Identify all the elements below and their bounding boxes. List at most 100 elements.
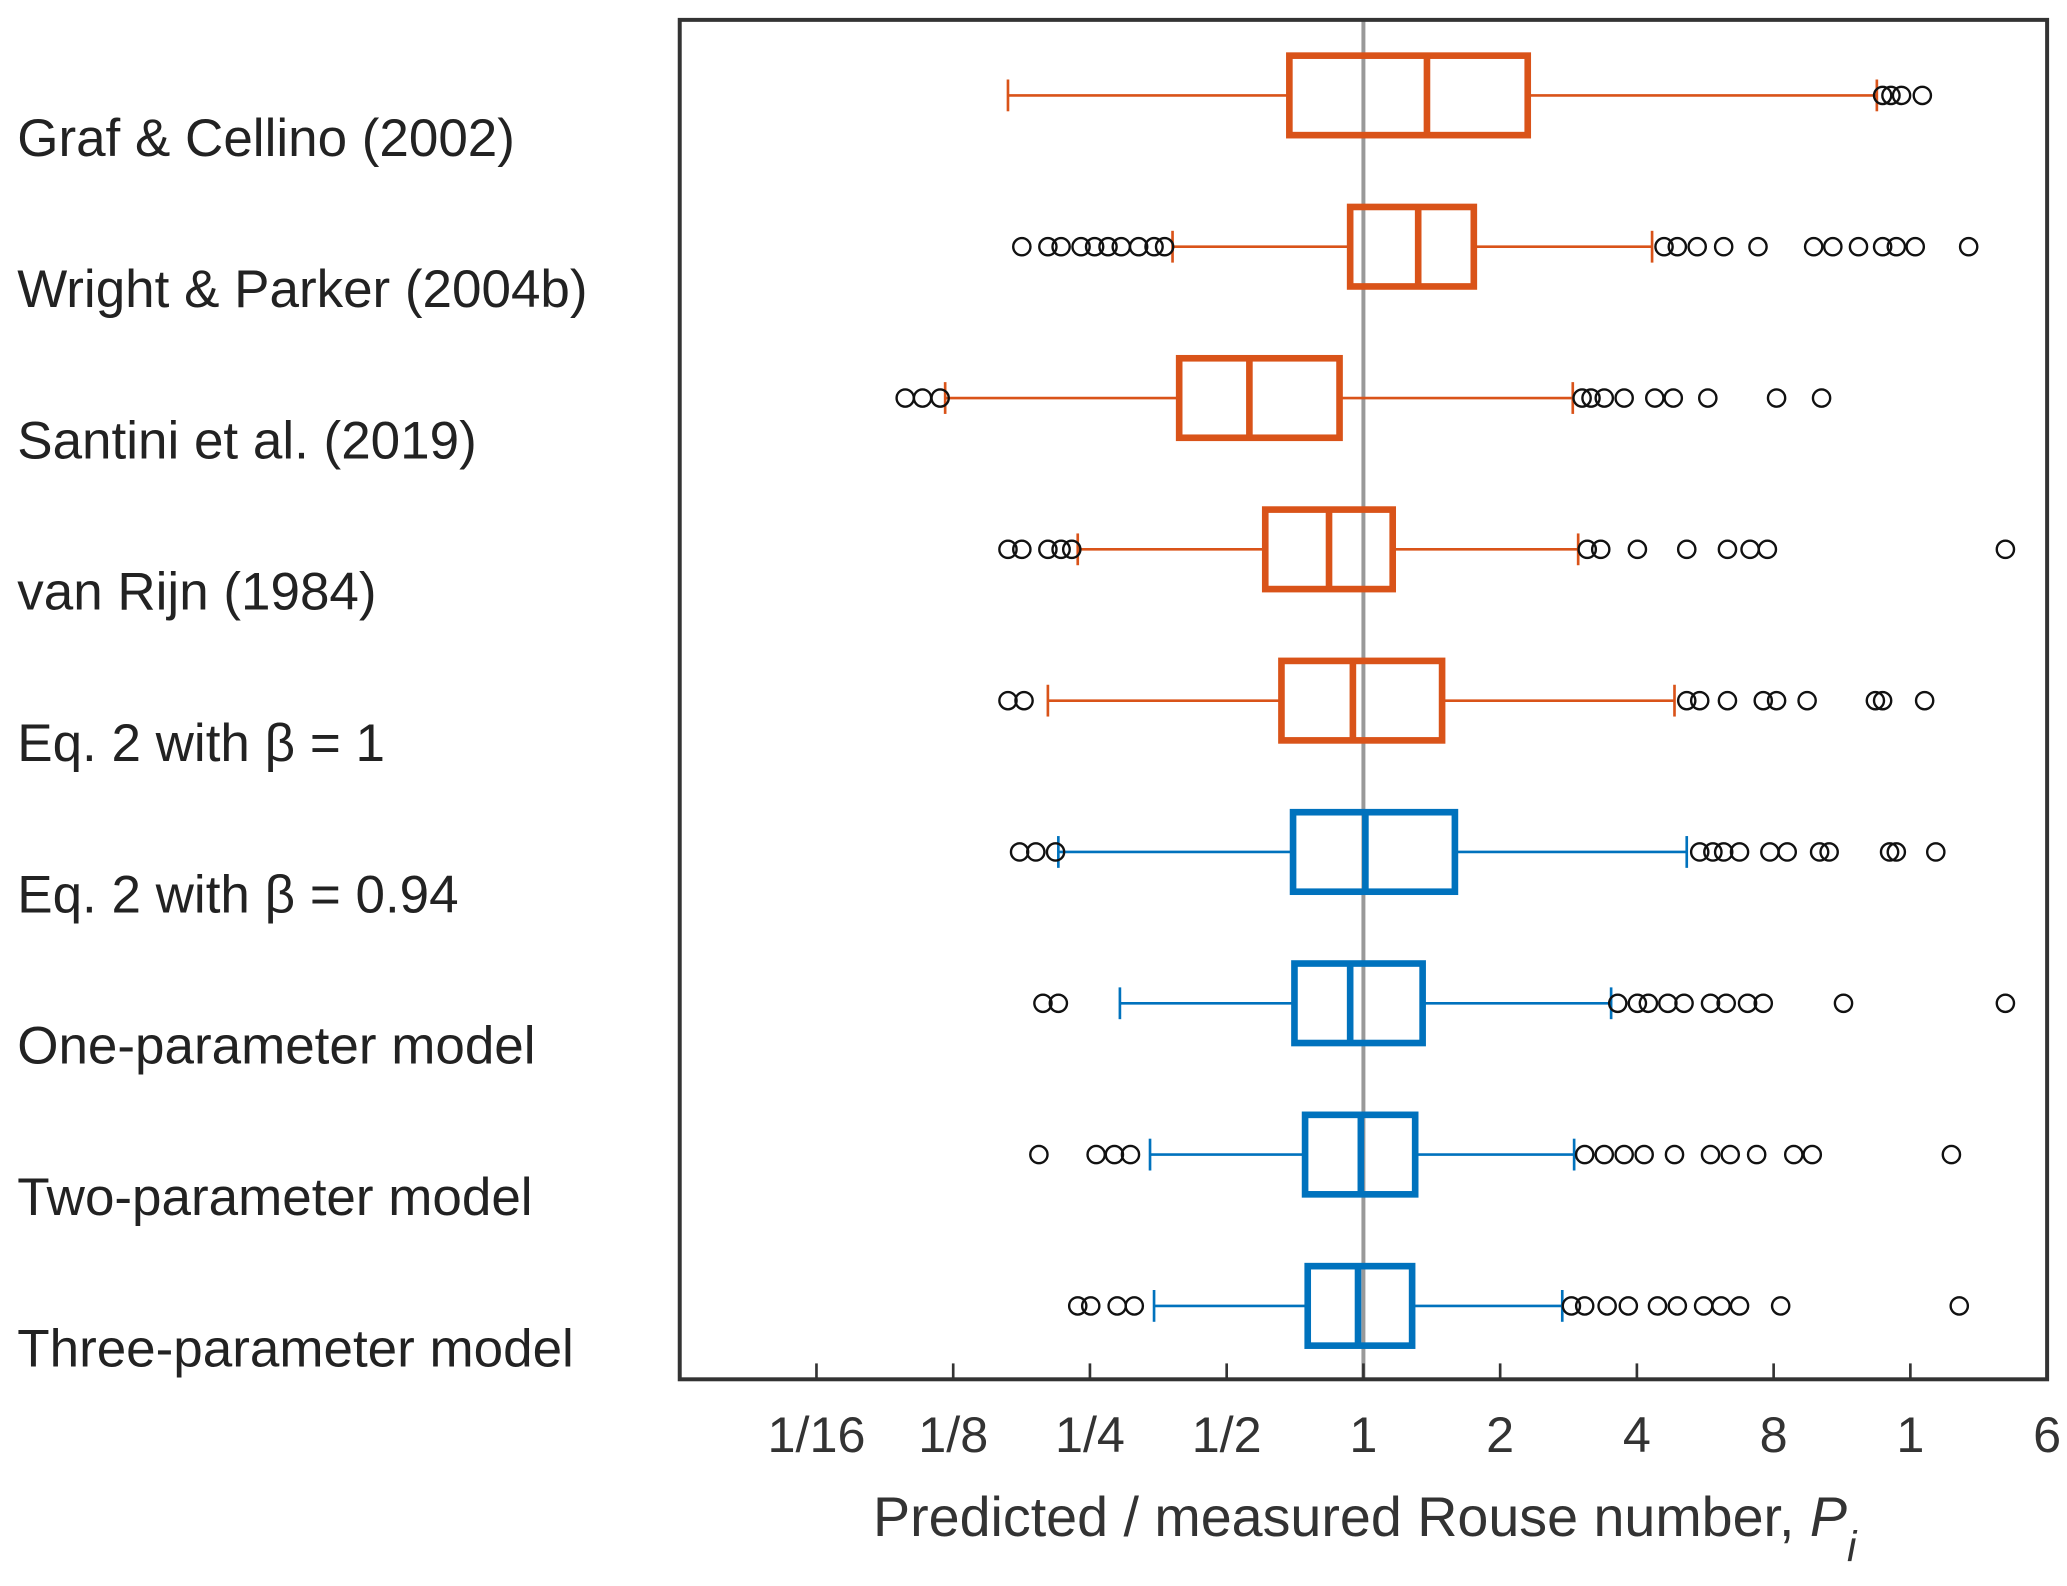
- outlier: [1713, 236, 1734, 257]
- outlier: [1689, 842, 1710, 862]
- outlier: [1753, 690, 1774, 711]
- x-axis-label-text: Predicted / measured Rouse number,: [873, 1486, 1810, 1548]
- outlier: [1664, 1144, 1685, 1165]
- category-label: Santini et al. (2019): [17, 411, 476, 470]
- outlier: [1012, 236, 1032, 257]
- outlier: [1647, 1296, 1668, 1316]
- outlier: [1803, 236, 1824, 257]
- category-label: Three-parameter model: [17, 1319, 574, 1378]
- outlier: [1729, 1296, 1750, 1316]
- outlier: [1802, 1144, 1823, 1165]
- outlier: [930, 388, 950, 408]
- outlier: [1757, 539, 1778, 560]
- outlier: [1594, 1144, 1615, 1165]
- x-axis-symbol: P: [1810, 1486, 1847, 1548]
- outlier: [1045, 842, 1066, 862]
- outlier: [1029, 1144, 1049, 1165]
- outlier: [1949, 1296, 1970, 1316]
- outlier: [1098, 236, 1118, 257]
- outlier: [1658, 993, 1678, 1014]
- outlier: [1753, 993, 1774, 1014]
- outlier: [1627, 539, 1648, 560]
- outlier: [1833, 993, 1854, 1014]
- outlier: [1891, 85, 1912, 106]
- x-tick-label: 8: [1760, 1406, 1788, 1463]
- outlier: [1634, 1144, 1654, 1165]
- outlier: [1676, 539, 1697, 560]
- category-label: Graf & Cellino (2002): [17, 109, 515, 168]
- outlier: [1577, 539, 1598, 560]
- outlier: [1638, 993, 1659, 1014]
- x-tick-label: 1: [1349, 1406, 1377, 1463]
- outlier: [1071, 236, 1091, 257]
- outlier: [1581, 388, 1601, 408]
- outlier: [1572, 388, 1592, 408]
- outlier: [1766, 690, 1787, 711]
- outlier: [1654, 236, 1674, 257]
- outlier: [1104, 1144, 1125, 1165]
- outlier: [1797, 690, 1817, 711]
- outlier: [1038, 539, 1058, 560]
- outlier: [1614, 1144, 1634, 1165]
- outlier: [1823, 236, 1843, 257]
- outlier: [1700, 993, 1721, 1014]
- x-tick-label: 1/8: [918, 1406, 988, 1463]
- outlier: [1881, 85, 1901, 106]
- outlier: [1561, 1296, 1582, 1316]
- outlier: [1995, 993, 2016, 1014]
- outlier: [1879, 842, 1900, 862]
- outlier: [1067, 1296, 1088, 1316]
- outlier: [1667, 236, 1688, 257]
- x-tick-label: 2: [1486, 1406, 1514, 1463]
- outlier: [1594, 388, 1615, 408]
- outlier: [1811, 388, 1832, 408]
- outlier: [1872, 690, 1893, 711]
- x-axis-subscript: i: [1847, 1523, 1858, 1570]
- outlier: [1111, 236, 1132, 257]
- outlier: [1574, 1144, 1595, 1165]
- category-label: One-parameter model: [17, 1017, 535, 1076]
- category-label: van Rijn (1984): [17, 563, 376, 622]
- outlier: [1644, 388, 1665, 408]
- x-tick-label: 1: [1896, 1406, 1924, 1463]
- outlier: [1958, 236, 1979, 257]
- outlier: [998, 690, 1018, 711]
- outlier: [1086, 1144, 1106, 1165]
- outlier: [1941, 1144, 1962, 1165]
- outlier: [1777, 842, 1798, 862]
- outlier: [1995, 539, 2016, 560]
- category-label: Eq. 2 with β = 1: [17, 714, 385, 773]
- x-tick-label: 1/4: [1055, 1406, 1125, 1463]
- outlier: [1026, 842, 1046, 862]
- x-axis-label: Predicted / measured Rouse number, Pi: [873, 1486, 1858, 1571]
- outlier: [1766, 388, 1787, 408]
- outlier: [1760, 842, 1780, 862]
- plot-frame: [677, 17, 2050, 1382]
- outlier: [1144, 236, 1164, 257]
- outlier: [1872, 236, 1893, 257]
- box: [1286, 52, 1532, 139]
- outlier: [1770, 1296, 1791, 1316]
- box: [1278, 657, 1446, 744]
- outlier: [1746, 1144, 1767, 1165]
- outlier: [1038, 236, 1058, 257]
- x-tick-label: 1/2: [1192, 1406, 1262, 1463]
- category-label: Two-parameter model: [17, 1168, 532, 1227]
- x-tick-label: 4: [1623, 1406, 1651, 1463]
- outlier: [1687, 236, 1707, 257]
- outlier: [1914, 690, 1935, 711]
- outlier: [1124, 1296, 1145, 1316]
- outlier: [1590, 539, 1611, 560]
- outlier: [1700, 1144, 1721, 1165]
- outlier: [1674, 993, 1694, 1014]
- outlier: [1627, 993, 1648, 1014]
- outlier: [1618, 1296, 1639, 1316]
- outlier: [1597, 1296, 1617, 1316]
- outlier: [1012, 539, 1032, 560]
- outlier: [1667, 1296, 1688, 1316]
- outlier: [1886, 236, 1907, 257]
- outlier: [1720, 1144, 1741, 1165]
- outlier: [1865, 690, 1886, 711]
